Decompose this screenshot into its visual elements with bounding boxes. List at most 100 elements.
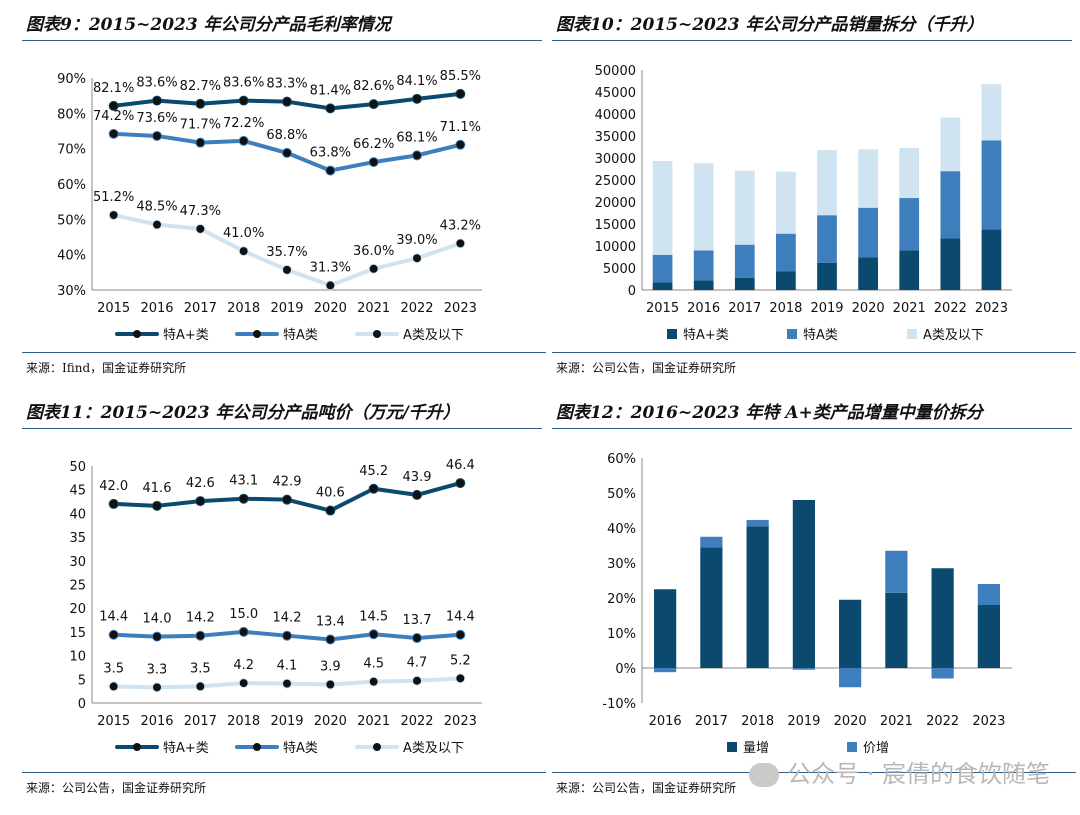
data-label: 81.4% [310, 83, 351, 98]
y-tick-label: 40 [69, 507, 86, 522]
data-point [108, 498, 119, 509]
data-point [195, 137, 206, 148]
legend-label: A类及以下 [923, 328, 984, 343]
data-label: 43.2% [440, 218, 481, 233]
bar-segment [817, 262, 837, 290]
legend-swatch [847, 742, 857, 752]
legend-label: A类及以下 [403, 328, 464, 343]
data-label: 85.5% [440, 69, 481, 84]
x-tick-label: 2019 [270, 714, 303, 729]
data-label: 72.2% [223, 116, 264, 131]
data-point [108, 210, 119, 221]
data-label: 36.0% [353, 244, 394, 259]
y-tick-label: 15 [69, 626, 86, 641]
y-tick-label: 10 [69, 650, 86, 665]
bar-segment [652, 282, 673, 290]
bar-segment [776, 233, 796, 272]
legend-marker [373, 743, 381, 751]
bar-segment [940, 171, 961, 239]
y-tick-label: 40% [607, 522, 636, 537]
source-note: 来源：公司公告，国金证券研究所 [552, 352, 1076, 376]
x-tick-label: 2019 [810, 301, 843, 316]
x-tick-label: 2021 [893, 301, 926, 316]
data-point [238, 626, 249, 637]
increment-bar-chart: -10% 0% 10% 20% 30% 40% 50% 60% 2016 2017 2018 2019… [602, 452, 1012, 756]
y-tick-label: 35 [69, 531, 86, 546]
legend-label: 价增 [863, 741, 889, 756]
data-label: 42.0 [99, 479, 128, 494]
bar-segment [776, 171, 796, 234]
y-tick-label: 50000 [595, 64, 636, 79]
x-tick-label: 2015 [97, 301, 130, 316]
chart-panel-margin: 图表9：2015~2023 年公司分产品毛利率情况 30% 40% 50% 60% 70… [22, 10, 546, 390]
data-point [238, 135, 249, 146]
data-label: 83.3% [266, 77, 307, 92]
bar-segment [700, 536, 723, 548]
legend-marker [253, 330, 261, 338]
x-tick-label: 2020 [834, 714, 867, 729]
bar-segment [693, 250, 714, 281]
price-line-chart: 0 5 10 15 20 25 30 35 40 45 50 2015 2016 2017 2018 2019… [69, 458, 482, 756]
bar-segment [858, 257, 878, 290]
data-point [152, 219, 162, 230]
y-tick-label: 10000 [595, 240, 636, 255]
volume-stacked-bar-chart: 0 5000 10000 15000 20000 25000 30000 35000 40000… [595, 64, 1012, 343]
data-label: 3.5 [190, 661, 211, 676]
margin-line-chart: 30% 40% 50% 60% 70% 80% 90% 2015 2016 2017 2018 201… [57, 69, 482, 343]
data-point [195, 223, 206, 234]
data-point [238, 246, 249, 257]
data-point [108, 100, 119, 111]
x-tick-label: 2023 [975, 301, 1008, 316]
data-label: 14.0 [143, 612, 172, 627]
data-point [455, 478, 466, 489]
data-point [455, 139, 466, 150]
data-label: 3.9 [320, 660, 341, 675]
y-tick-label: 20% [607, 592, 636, 607]
bar-segment [858, 149, 878, 208]
data-label: 14.5 [359, 609, 388, 624]
data-point [412, 489, 422, 500]
y-tick-label: 70% [57, 143, 86, 158]
data-label: 63.8% [310, 146, 351, 161]
legend-label: 特A+类 [683, 328, 729, 343]
y-tick-label: 0% [615, 662, 636, 677]
data-point [412, 93, 422, 104]
legend-swatch [907, 329, 917, 339]
x-tick-label: 2018 [227, 714, 260, 729]
wechat-icon [749, 763, 780, 787]
x-tick-label: 2018 [741, 714, 774, 729]
data-point [325, 505, 336, 516]
data-point [152, 631, 162, 642]
y-tick-label: 35000 [595, 130, 636, 145]
data-point [195, 681, 206, 692]
bar-segment [654, 668, 677, 673]
data-label: 4.1 [277, 659, 298, 674]
y-tick-label: 0 [78, 697, 86, 712]
chart-title: 图表10：2015~2023 年公司分产品销量拆分（千升） [552, 10, 1072, 41]
data-point [282, 630, 292, 641]
bar-segment [899, 250, 920, 290]
x-tick-label: 2019 [787, 714, 820, 729]
data-point [108, 629, 119, 640]
y-tick-label: 20000 [595, 196, 636, 211]
x-tick-label: 2017 [184, 714, 217, 729]
legend-marker [253, 743, 261, 751]
data-point [325, 280, 336, 291]
y-tick-label: 40000 [595, 108, 636, 123]
y-tick-label: 60% [607, 452, 636, 467]
legend-label: 量增 [743, 741, 769, 756]
data-label: 39.0% [396, 233, 437, 248]
data-label: 82.7% [180, 79, 221, 94]
bar-segment [693, 280, 714, 290]
data-label: 4.5 [363, 657, 384, 672]
bar-segment [652, 161, 673, 255]
chart-panel-volume: 图表10：2015~2023 年公司分产品销量拆分（千升） 0 5000 10000… [552, 10, 1076, 390]
chart-title: 图表9：2015~2023 年公司分产品毛利率情况 [22, 10, 542, 41]
y-tick-label: 50% [607, 487, 636, 502]
x-tick-label: 2016 [687, 301, 720, 316]
data-point [238, 493, 249, 504]
legend-label: 特A+类 [163, 741, 209, 756]
bar-segment [977, 584, 1000, 605]
data-point [152, 95, 162, 106]
source-note: 来源：公司公告，国金证券研究所 [22, 772, 546, 796]
